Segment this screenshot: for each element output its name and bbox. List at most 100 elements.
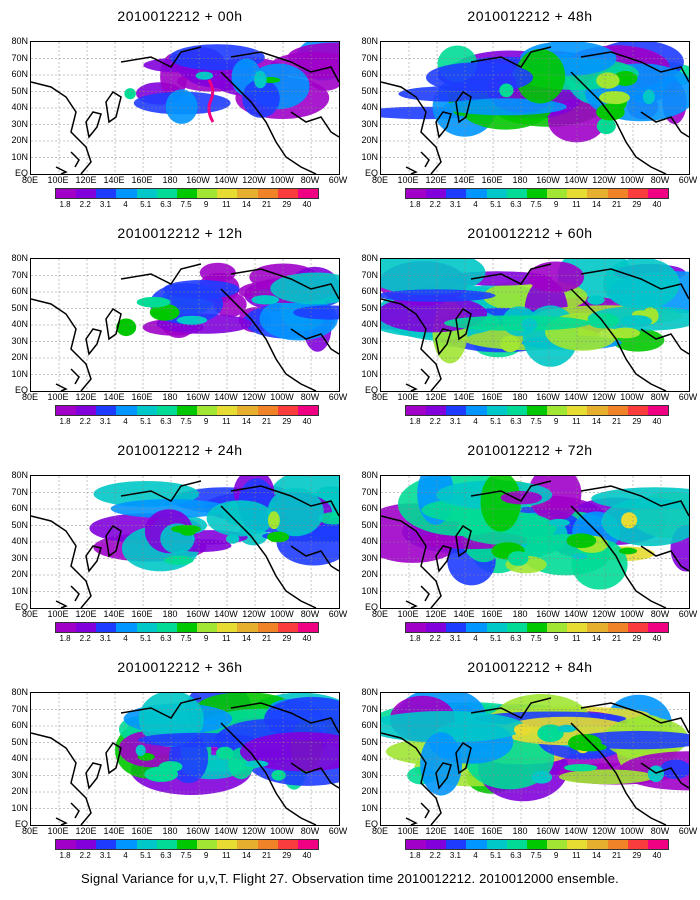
- coastline: [580, 51, 689, 83]
- variance-map: [380, 475, 690, 609]
- variance-contour: [426, 62, 533, 93]
- colorbar-swatch: [627, 189, 648, 198]
- longitude-label: 160E: [131, 826, 153, 836]
- latitude-label: 60N: [11, 286, 28, 296]
- colorbar-swatch: [446, 189, 467, 198]
- colorbar-swatch: [587, 406, 608, 415]
- longitude-label: 140E: [453, 392, 475, 402]
- colorbar-swatch: [547, 189, 568, 198]
- longitude-label: 120W: [242, 392, 266, 402]
- coastline: [435, 328, 452, 356]
- colorbar-label: 7.5: [530, 851, 542, 860]
- variance-core: [135, 744, 146, 757]
- colorbar-label: 6.3: [160, 417, 172, 426]
- colorbar-label: 9: [203, 634, 209, 643]
- longitude-label: 100W: [270, 175, 294, 185]
- variance-core: [195, 71, 214, 80]
- longitude-label: 160W: [536, 175, 560, 185]
- colorbar-label: 9: [203, 417, 209, 426]
- map-panel: 2010012212 + 48h 80N 70N 60N 50N 40N 30N 20N 10N…: [360, 8, 700, 218]
- longitude-label: 120E: [425, 826, 447, 836]
- colorbar-swatch: [426, 623, 447, 632]
- map-panel: 2010012212 + 60h 80N 70N 60N 50N 40N 30N 20N 10N…: [360, 225, 700, 435]
- latitude-label: 40N: [361, 536, 378, 546]
- coastline: [420, 151, 430, 168]
- variance-core: [596, 72, 620, 89]
- colorbar: [55, 839, 319, 850]
- variance-core: [500, 335, 520, 353]
- coastline: [220, 722, 317, 825]
- colorbar-swatch: [197, 189, 218, 198]
- coastline: [120, 697, 202, 719]
- latitude-label: 40N: [11, 319, 28, 329]
- colorbar-label: 21: [612, 851, 622, 860]
- variance-contour: [138, 732, 259, 748]
- latitude-label: 40N: [361, 319, 378, 329]
- longitude-label: 120W: [242, 609, 266, 619]
- colorbar-swatch: [486, 189, 507, 198]
- longitude-label: 100W: [620, 175, 644, 185]
- colorbar-label: 40: [652, 634, 662, 643]
- variance-core: [268, 511, 280, 530]
- colorbar: [405, 622, 669, 633]
- longitude-label: 100E: [47, 609, 69, 619]
- colorbar-label: 2.2: [429, 634, 441, 643]
- variance-core: [642, 89, 655, 105]
- coastline: [640, 545, 689, 572]
- coastline: [105, 307, 122, 341]
- colorbar-label: 2.2: [79, 417, 91, 426]
- colorbar-label: 6.3: [510, 851, 522, 860]
- longitude-label: 80E: [371, 175, 388, 185]
- coastline: [290, 328, 339, 355]
- colorbar-label: 7.5: [180, 200, 192, 209]
- latitude-label: 70N: [11, 269, 28, 280]
- longitude-label: 140W: [214, 392, 238, 402]
- latitude-label: 30N: [11, 552, 28, 563]
- variance-core: [521, 318, 538, 332]
- colorbar-swatch: [647, 623, 669, 632]
- variance-contour: [270, 272, 339, 305]
- latitude-label: 40N: [11, 102, 28, 112]
- colorbar-label: 3.1: [449, 417, 461, 426]
- coastline: [220, 505, 317, 608]
- longitude-label: 180: [512, 392, 528, 402]
- latitude-label: 80N: [11, 470, 28, 480]
- colorbar-swatch: [547, 623, 568, 632]
- colorbar-swatch: [116, 406, 137, 415]
- colorbar-swatch: [297, 840, 319, 849]
- colorbar-swatch: [136, 189, 157, 198]
- longitude-label: 140W: [214, 175, 238, 185]
- longitude-label: 160E: [131, 392, 153, 402]
- colorbar-label: 11: [222, 200, 231, 209]
- colorbar-swatch: [176, 623, 198, 632]
- variance-contour: [420, 732, 463, 796]
- panel-title: 2010012212 + 12h: [117, 225, 243, 241]
- coastline: [580, 268, 689, 300]
- variance-contour: [480, 476, 521, 532]
- latitude-label: 50N: [11, 736, 28, 747]
- colorbar-swatch: [627, 840, 648, 849]
- colorbar-swatch: [176, 406, 198, 415]
- colorbar-label: 40: [302, 851, 312, 860]
- colorbar-label: 9: [203, 200, 209, 209]
- colorbar-swatch: [547, 406, 568, 415]
- latitude-label: 80N: [11, 36, 28, 46]
- variance-core: [163, 555, 194, 565]
- longitude-label: 80W: [650, 826, 670, 836]
- longitude-label: 140W: [564, 609, 588, 619]
- longitude-label: 100E: [397, 175, 419, 185]
- coastline: [70, 585, 80, 602]
- variance-map: [380, 41, 690, 175]
- colorbar-swatch: [76, 406, 97, 415]
- colorbar-label: 14: [242, 200, 251, 209]
- variance-core: [144, 766, 179, 782]
- colorbar-label: 2.2: [429, 417, 441, 426]
- colorbar-label: 4: [473, 417, 478, 426]
- coastline: [70, 151, 80, 168]
- colorbar-label: 5.1: [490, 417, 502, 426]
- coastline: [70, 368, 80, 385]
- longitude-label: 100W: [620, 826, 644, 836]
- longitude-label: 140E: [103, 826, 125, 836]
- colorbar-swatch: [526, 189, 548, 198]
- coastline: [570, 71, 667, 174]
